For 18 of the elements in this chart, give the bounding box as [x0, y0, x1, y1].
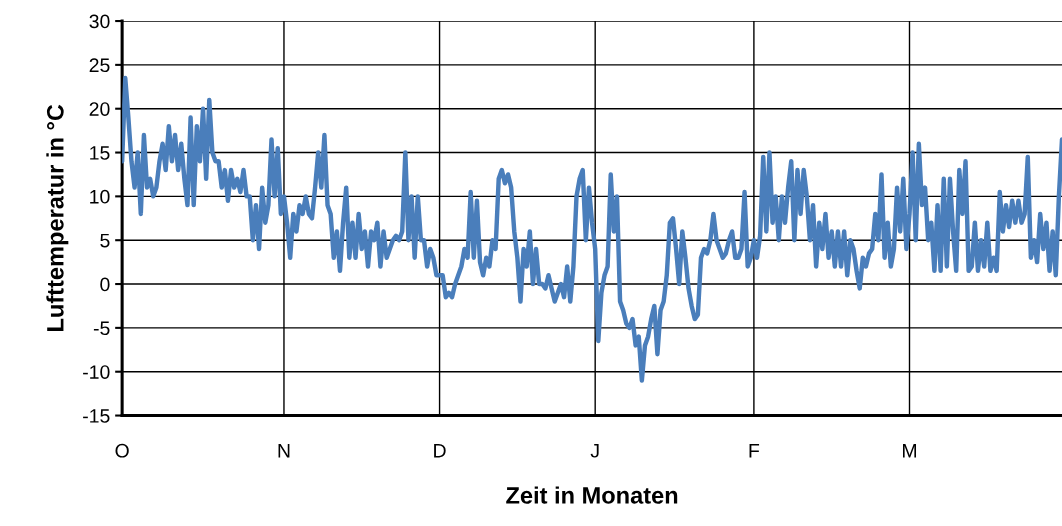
- x-axis-title: Zeit in Monaten: [506, 486, 678, 504]
- x-tick-label: O: [115, 443, 129, 458]
- y-tick-label: 10: [90, 189, 110, 204]
- x-tick-label: D: [434, 444, 446, 458]
- y-tick-label: -5: [93, 321, 110, 336]
- y-tick-label: -15: [83, 409, 110, 423]
- x-tick-label: M: [903, 444, 917, 458]
- x-tick-label: N: [278, 444, 290, 458]
- x-tick-label: J: [590, 444, 599, 458]
- y-tick-label: 30: [89, 14, 110, 29]
- y-tick-label: -10: [83, 365, 110, 379]
- x-tick-label: F: [749, 444, 760, 458]
- y-axis-title: Lufttemperatur in °C: [46, 104, 69, 331]
- y-tick-label: 5: [100, 233, 110, 248]
- y-tick-label: 15: [90, 146, 110, 160]
- y-tick-label: 25: [89, 58, 110, 73]
- y-tick-label: 20: [89, 102, 110, 116]
- y-tick-label: 0: [100, 277, 110, 292]
